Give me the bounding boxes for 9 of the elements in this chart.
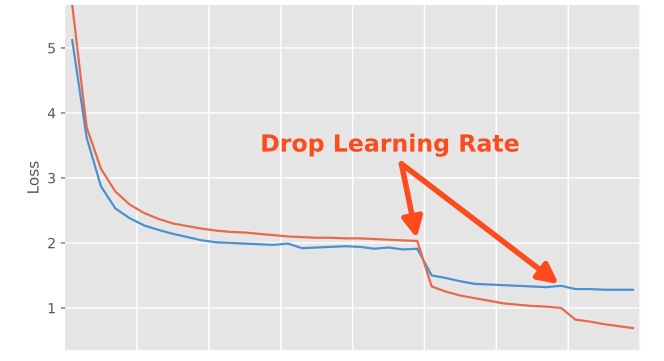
y-tick-label: 1 xyxy=(48,303,55,314)
line-series xyxy=(71,5,634,330)
y-tick-label: 2 xyxy=(48,238,55,248)
y-axis-title: Loss xyxy=(27,162,39,193)
annotation: Drop Learning Rate xyxy=(262,134,519,157)
y-tick-label: 5 xyxy=(48,43,55,54)
line-series xyxy=(71,39,634,291)
y-tick-label: 4 xyxy=(48,108,56,118)
y-tick-label: 3 xyxy=(48,172,55,184)
